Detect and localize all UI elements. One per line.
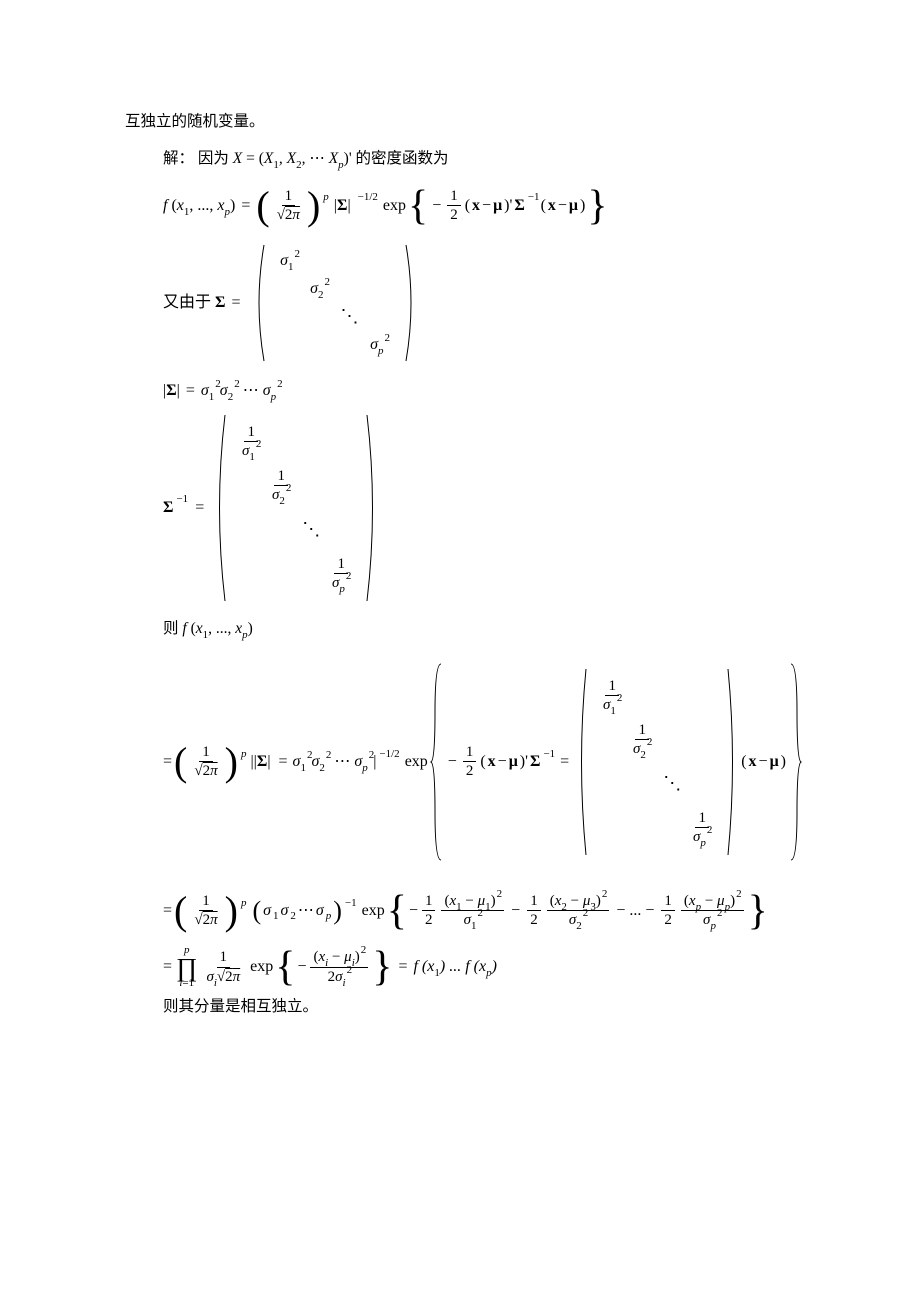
text-line-1: 互独立的随机变量。 bbox=[125, 110, 825, 133]
left-brace-icon bbox=[430, 662, 444, 862]
right-paren-icon bbox=[725, 667, 739, 857]
sigma-matrix: 又由于 Σ= σ12 σ22 ⋱ σp2 bbox=[163, 241, 825, 365]
l4-prefix: 则 bbox=[163, 620, 182, 637]
l2-prefix: 解： 因为 bbox=[163, 150, 233, 167]
left-paren-icon bbox=[575, 667, 589, 857]
right-brace-icon bbox=[788, 662, 802, 862]
l2-math: X = (X1, X2, ⋯ Xp)' bbox=[233, 150, 352, 167]
text-line-2: 解： 因为 X = (X1, X2, ⋯ Xp)' 的密度函数为 bbox=[125, 147, 825, 170]
l2-suffix: 的密度函数为 bbox=[352, 150, 449, 167]
l3-prefix: 又由于 bbox=[163, 291, 211, 315]
text-line-5: 则其分量是相互独立。 bbox=[125, 995, 825, 1018]
equation-density: f (x1, ..., xp) = ( 1√2π ) p |Σ|−1/2 exp… bbox=[163, 185, 825, 227]
right-paren-icon bbox=[403, 243, 419, 363]
equation-product-2: = p ∏ i=1 1σi√2π exp { − (xi − μi)22σi2 … bbox=[163, 946, 825, 989]
left-paren-icon bbox=[212, 413, 228, 603]
text-line-4: 则 f (x1, ..., xp) bbox=[125, 617, 825, 640]
equation-product-1: = ( 1√2π ) p (σ1σ2 ⋯ σp)−1 exp { −12 (x1… bbox=[163, 890, 825, 932]
left-paren-icon bbox=[251, 243, 267, 363]
equation-expanded: = ( 1√2π ) p ||Σ| = σ12σ22 ⋯ σp2|−1/2 ex… bbox=[163, 662, 825, 862]
sigma-inverse-matrix: Σ−1 = 1σ12 1σ22 ⋱ 1σp2 bbox=[163, 413, 825, 603]
det-sigma: |Σ| = σ12σ22 ⋯ σp2 bbox=[163, 379, 825, 403]
right-paren-icon bbox=[364, 413, 380, 603]
